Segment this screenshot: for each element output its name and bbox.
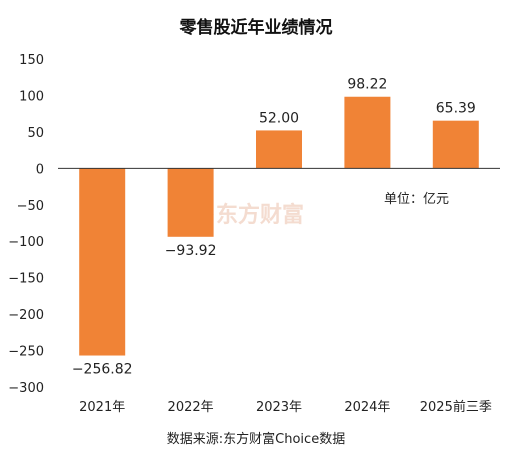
y-tick-label: −300 (8, 381, 44, 396)
y-tick-label: 150 (19, 53, 44, 68)
y-tick-label: 50 (27, 126, 44, 141)
bar (167, 168, 214, 237)
y-tick-label: −50 (17, 199, 44, 214)
data-labels: −256.82 −93.92 52.00 98.22 65.39 (72, 77, 476, 378)
y-tick-label: 100 (19, 89, 44, 104)
chart-title: 零售股近年业绩情况 (179, 17, 333, 38)
y-axis: 150 100 50 0 −50 −100 −150 −200 −250 −300 (8, 53, 44, 396)
x-category-label: 2022年 (168, 400, 214, 415)
data-label: 65.39 (436, 101, 476, 117)
x-category-label: 2023年 (256, 400, 302, 415)
bar (344, 96, 391, 169)
data-label: 98.22 (347, 77, 387, 93)
source-note: 数据来源:东方财富Choice数据 (167, 431, 345, 447)
y-tick-label: −100 (8, 235, 44, 250)
bars (79, 96, 479, 356)
x-axis: 2021年 2022年 2023年 2024年 2025前三季 (79, 399, 492, 415)
x-category-label: 2025前三季 (420, 399, 492, 415)
y-tick-label: −150 (8, 272, 44, 287)
unit-label: 单位：亿元 (384, 192, 449, 207)
y-tick-label: 0 (36, 162, 44, 177)
bar (79, 168, 126, 356)
bar (256, 130, 302, 169)
x-category-label: 2024年 (344, 400, 390, 415)
y-tick-label: −250 (8, 345, 44, 360)
data-label: −93.92 (165, 243, 217, 259)
x-category-label: 2021年 (79, 400, 125, 415)
bar (432, 120, 479, 169)
y-tick-label: −200 (8, 308, 44, 323)
data-label: 52.00 (259, 110, 299, 126)
data-label: −256.82 (72, 362, 133, 378)
watermark-text: 东方财富 (216, 202, 304, 228)
